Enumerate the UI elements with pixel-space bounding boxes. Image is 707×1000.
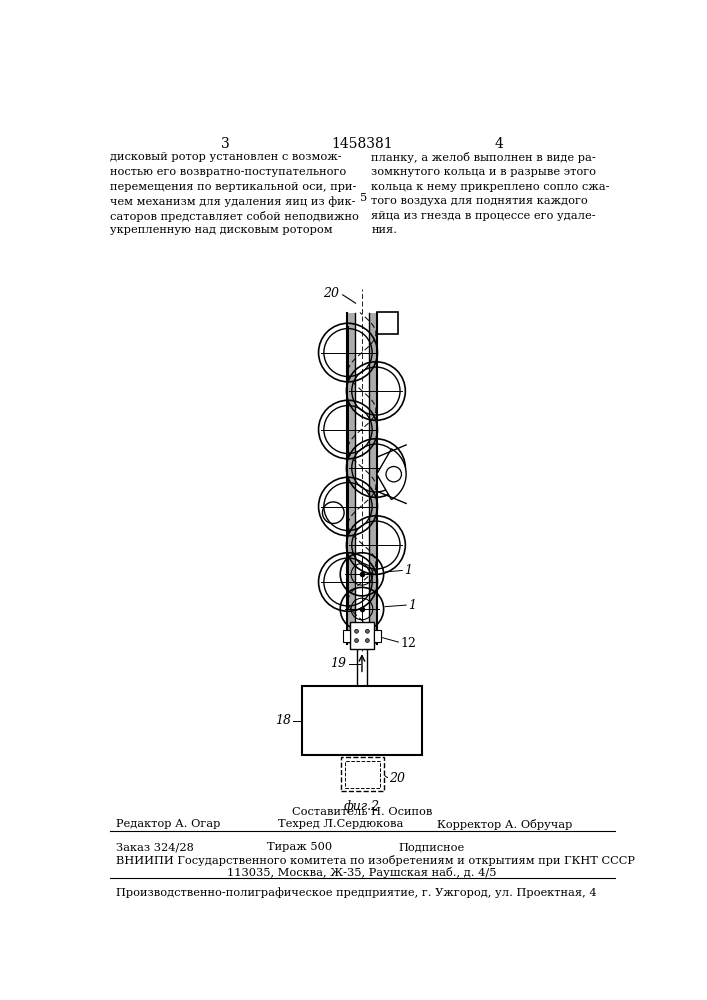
Text: яйца из гнезда в процессе его удале-: яйца из гнезда в процессе его удале- [371,211,596,221]
Bar [377,312,398,334]
Text: чем механизм для удаления яиц из фик-: чем механизм для удаления яиц из фик- [110,196,356,207]
Text: 19: 19 [330,657,346,670]
Text: 20: 20 [322,287,339,300]
Text: ния.: ния. [371,225,397,235]
Text: 4: 4 [495,137,503,151]
Text: Корректор А. Обручар: Корректор А. Обручар [437,819,573,830]
Wedge shape [377,449,406,500]
Circle shape [366,639,369,642]
Text: перемещения по вертикальной оси, при-: перемещения по вертикальной оси, при- [110,182,356,192]
Text: Заказ 324/28: Заказ 324/28 [115,842,194,852]
Text: дисковый ротор установлен с возмож-: дисковый ротор установлен с возмож- [110,152,341,162]
Bar [373,630,381,642]
Text: Производственно-полиграфическое предприятие, г. Ужгород, ул. Проектная, 4: Производственно-полиграфическое предприя… [115,887,596,898]
Text: 1: 1 [409,599,416,612]
Text: Тираж 500: Тираж 500 [267,842,332,852]
Bar [341,757,384,791]
Text: 12: 12 [401,637,416,650]
Circle shape [355,639,358,642]
Bar [369,312,377,644]
Bar [303,686,422,755]
Text: зомкнутого кольца и в разрыве этого: зомкнутого кольца и в разрыве этого [371,167,596,177]
Bar [343,630,351,642]
Text: укрепленную над дисковым ротором: укрепленную над дисковым ротором [110,225,333,235]
Circle shape [355,629,358,633]
Bar [347,312,355,644]
Text: 1: 1 [404,564,413,577]
Text: саторов представляет собой неподвижно: саторов представляет собой неподвижно [110,211,359,222]
Text: Редактор А. Огар: Редактор А. Огар [115,819,220,829]
Text: Подписное: Подписное [398,842,464,852]
Text: 3: 3 [221,137,230,151]
Bar [345,761,380,788]
Circle shape [366,629,369,633]
Text: Техред Л.Сердюкова: Техред Л.Сердюкова [279,819,404,829]
Text: ностью его возвратно-поступательного: ностью его возвратно-поступательного [110,167,346,177]
Text: Составитель Н. Осипов: Составитель Н. Осипов [292,807,432,817]
Text: 113035, Москва, Ж-35, Раушская наб., д. 4/5: 113035, Москва, Ж-35, Раушская наб., д. … [227,867,497,878]
Text: фиг.2: фиг.2 [344,800,380,813]
Bar [351,622,373,649]
Text: 18: 18 [274,714,291,727]
Text: планку, а желоб выполнен в виде ра-: планку, а желоб выполнен в виде ра- [371,152,596,163]
Text: ВНИИПИ Государственного комитета по изобретениям и открытиям при ГКНТ СССР: ВНИИПИ Государственного комитета по изоб… [115,855,634,866]
Text: кольца к нему прикреплено сопло сжа-: кольца к нему прикреплено сопло сжа- [371,182,609,192]
Text: 1458381: 1458381 [331,137,393,151]
Text: 20: 20 [389,772,405,785]
Text: 5: 5 [360,193,367,203]
Text: того воздуха для поднятия каждого: того воздуха для поднятия каждого [371,196,588,206]
